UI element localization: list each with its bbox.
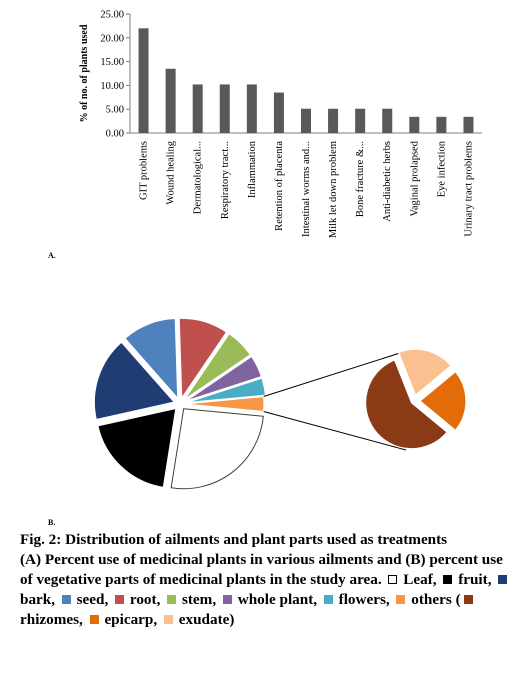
x-tick-label: Respiratory tract... [220,141,231,219]
bar [382,108,393,133]
panel-label-a: A. [48,251,56,260]
bars [138,28,474,134]
legend-swatch [222,595,232,604]
legend-swatch [323,595,333,604]
x-tick-labels: GIT problems Wound healing Dermatological.… [139,140,475,238]
legend-label: others [407,591,456,608]
plant-parts-pie-chart [93,317,467,490]
connector-line-bottom [263,411,407,451]
pie-slice-others [183,395,265,413]
bar [328,108,339,133]
y-tick-label: 10.00 [100,81,124,92]
x-tick-label: Milk let down problem [328,141,339,238]
caption-body: (A) Percent use of medicinal plants in v… [20,550,518,630]
legend-label: bark, [20,591,59,608]
x-tick-label: Urinary tract problems [463,141,474,237]
breakdown-pie [364,348,467,450]
bar [138,28,149,134]
pie-slice-stem [183,332,252,401]
y-axis-label: % of no. of plants used [79,24,90,122]
breakdown-connectors [263,352,407,451]
y-tick-label: 25.00 [100,10,124,21]
caption-body-text: (A) Percent use of medicinal plants in v… [20,551,503,588]
legend-label: epicarp, [100,611,161,628]
legend-label: Leaf, [399,571,441,588]
legend-swatch [443,575,453,584]
legend-paren: ( [455,591,461,608]
x-tick-label: Wound healing [166,140,177,204]
legend-label: exudate) [174,611,235,628]
figure-caption: Fig. 2: Distribution of ailments and pla… [20,530,518,630]
breakdown-slice-exudate [397,348,452,397]
legend-label: flowers, [334,591,394,608]
y-tick-label: 5.00 [106,105,124,116]
legend-label: whole plant, [233,591,321,608]
connector-line-top [263,352,401,397]
x-tick-label: Intestinal worms and... [301,141,312,237]
x-tick-label: Bone fracture &... [355,141,366,217]
y-tick-labels: 0.00 5.00 10.00 15.00 20.00 25.00 [100,10,124,140]
pie-slice-leaf [170,408,264,490]
x-tick-label: Dermatological... [193,141,204,214]
legend-swatch [115,595,125,604]
y-tick-label: 0.00 [106,129,124,140]
bar [301,108,311,133]
x-tick-label: Anti-diabetic herbs [382,141,393,222]
bar [192,84,203,133]
y-tick-label: 20.00 [100,33,124,44]
panel-label-b: B. [48,518,56,527]
pie-slice-flowers [185,377,267,404]
legend-swatch [396,595,406,604]
bar [463,116,474,133]
legend-swatch [61,595,71,604]
bar [273,92,284,133]
bar [409,116,420,133]
legend-label: rhizomes, [20,611,87,628]
bar [219,84,230,133]
bar [165,68,176,133]
y-tick-label: 15.00 [100,57,124,68]
legend-swatch [388,575,398,584]
ailments-bar-chart: % of no. of plants used GIT problems Woun… [79,10,482,238]
legend-swatch [498,575,508,584]
legend-label: seed, [72,591,113,608]
x-tick-label: Retention of placenta [274,141,285,231]
x-tick-label: GIT problems [139,141,150,200]
pie-slice-fruit [97,407,177,489]
legend-label: fruit, [454,571,496,588]
pie-slice-bark [93,341,176,421]
bar [355,108,366,133]
bar [436,116,447,133]
bar [246,84,257,133]
legend-swatch [89,615,99,624]
x-tick-label: Inflammation [247,140,258,198]
legend-label: stem, [178,591,220,608]
x-tick-label: Vaginal prolapsed [409,140,420,216]
breakdown-slice-rhizomes [364,359,448,450]
pie-slice-whole-plant [185,355,263,402]
main-pie [93,317,267,490]
caption-title: Fig. 2: Distribution of ailments and pla… [20,531,448,548]
breakdown-slice-epicarp [419,370,467,432]
pie-slice-seed [124,317,179,401]
pie-slice-root [178,317,228,401]
legend-swatch [163,615,173,624]
x-tick-label: Eye infection [436,140,447,197]
legend-label: root, [126,591,165,608]
legend-swatch [463,595,473,604]
legend-swatch [167,595,177,604]
